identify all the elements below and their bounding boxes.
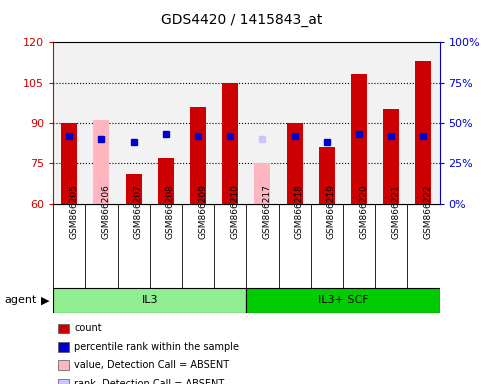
Text: percentile rank within the sample: percentile rank within the sample [74,342,240,352]
Bar [286,123,303,204]
Text: GSM866209: GSM866209 [198,185,207,239]
Text: count: count [74,323,102,333]
Bar [246,288,440,313]
Bar [93,120,110,204]
Text: GSM866210: GSM866210 [230,185,239,239]
Text: GDS4420 / 1415843_at: GDS4420 / 1415843_at [161,13,322,27]
Bar [255,163,270,204]
Text: GSM866219: GSM866219 [327,185,336,239]
Text: GSM866217: GSM866217 [262,185,271,239]
Text: IL3+ SCF: IL3+ SCF [318,295,368,306]
Bar [383,109,399,204]
Text: GSM866221: GSM866221 [391,185,400,239]
Bar [61,123,77,204]
Bar [53,288,246,313]
Text: GSM866206: GSM866206 [101,185,111,239]
Bar [319,147,335,204]
Bar [351,74,367,204]
Bar [415,61,431,204]
Text: agent: agent [5,295,37,306]
Bar [126,174,142,204]
Text: GSM866220: GSM866220 [359,185,368,239]
Bar [158,158,174,204]
Text: rank, Detection Call = ABSENT: rank, Detection Call = ABSENT [74,379,225,384]
Text: ▶: ▶ [41,295,50,306]
Text: GSM866207: GSM866207 [134,185,142,239]
Text: IL3: IL3 [142,295,158,306]
Bar [222,83,238,204]
Text: GSM866205: GSM866205 [69,185,78,239]
Text: GSM866218: GSM866218 [295,185,304,239]
Text: GSM866222: GSM866222 [424,185,432,239]
Bar [190,107,206,204]
Text: value, Detection Call = ABSENT: value, Detection Call = ABSENT [74,360,229,370]
Text: GSM866208: GSM866208 [166,185,175,239]
